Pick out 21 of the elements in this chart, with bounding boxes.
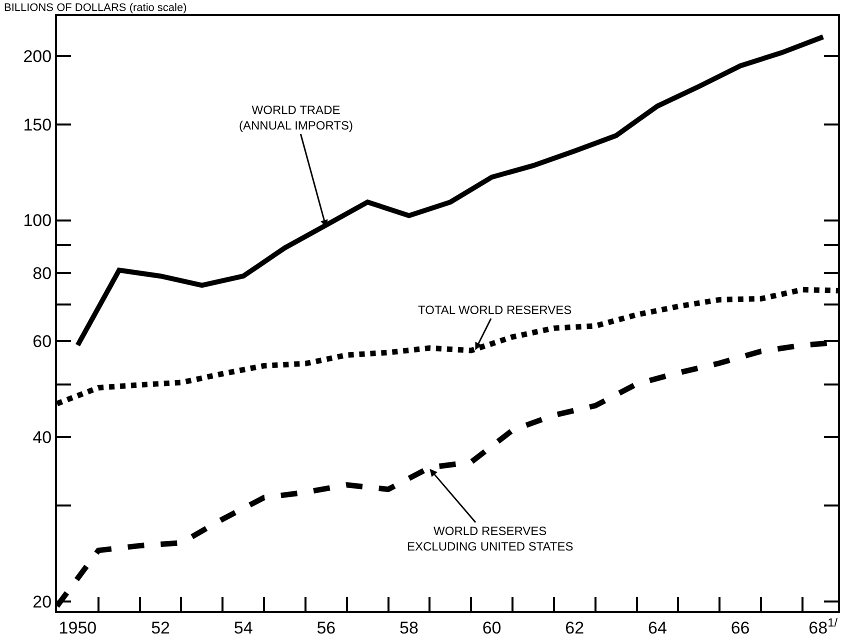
- x-tick-label: 68$^{1/}$: [808, 615, 838, 638]
- x-tick-label: 66: [730, 618, 750, 638]
- annotation: WORLD TRADE (ANNUAL IMPORTS): [239, 103, 354, 133]
- y-tick-label: 80: [32, 264, 52, 284]
- x-tick-label: 54: [234, 618, 253, 638]
- x-tick-label: 56: [316, 618, 336, 638]
- annotation: TOTAL WORLD RESERVES: [418, 303, 572, 317]
- y-tick-label: 20: [32, 592, 52, 612]
- y-tick-label: 100: [23, 211, 52, 230]
- y-tick-label: 60: [32, 332, 52, 352]
- x-tick-label: 64: [648, 618, 667, 638]
- x-tick-label: 58: [400, 618, 418, 638]
- x-tick-label: 62: [565, 618, 584, 638]
- y-tick-label: 40: [32, 428, 52, 448]
- annotation: WORLD RESERVES EXCLUDING UNITED STATES: [407, 524, 574, 554]
- y-tick-label: 150: [23, 115, 52, 134]
- y-tick-label: 200: [23, 47, 52, 66]
- x-tick-label: 60: [482, 618, 502, 638]
- x-tick-label: 52: [151, 618, 170, 638]
- x-tick-label: 1950: [58, 618, 97, 638]
- y-axis-title: BILLIONS OF DOLLARS (ratio scale): [4, 2, 187, 14]
